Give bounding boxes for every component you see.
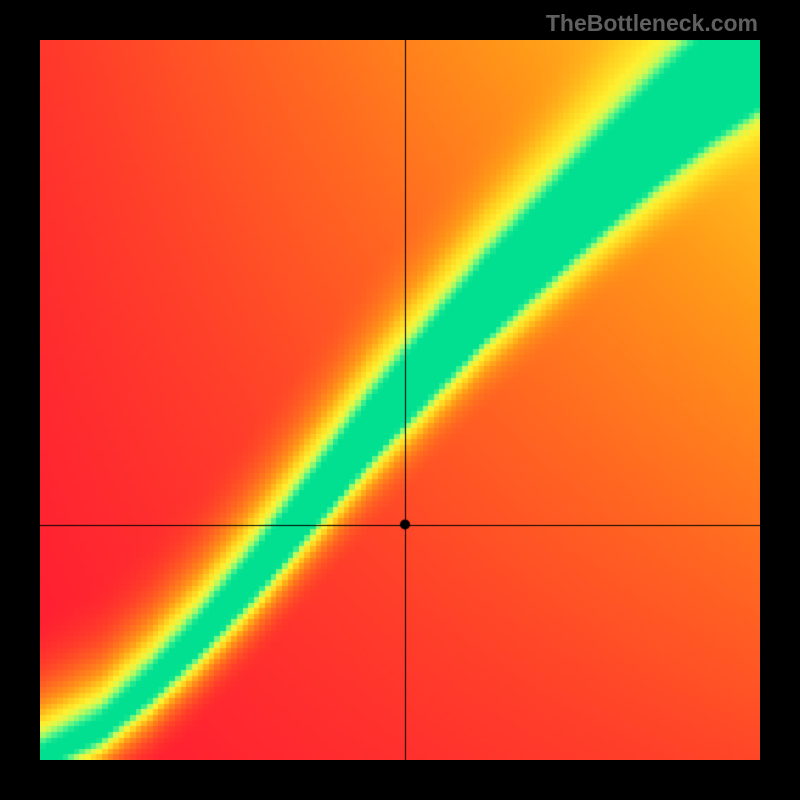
bottleneck-heatmap: [40, 40, 760, 760]
watermark-label: TheBottleneck.com: [546, 10, 758, 37]
chart-container: TheBottleneck.com: [0, 0, 800, 800]
